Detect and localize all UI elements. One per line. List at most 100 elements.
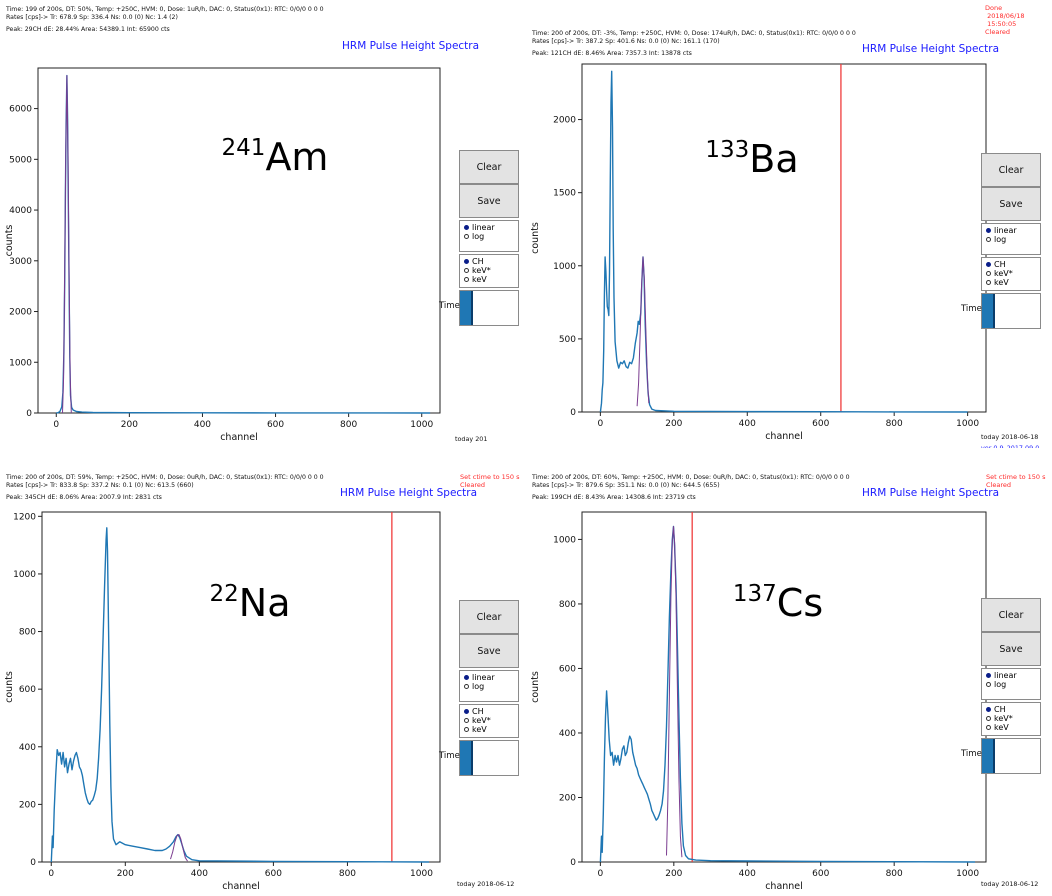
scale-option-linear[interactable]: linear (464, 673, 518, 682)
scale-option-linear[interactable]: linear (986, 671, 1040, 680)
option-label: linear (472, 673, 495, 682)
scale-option-log[interactable]: log (986, 235, 1040, 244)
radio-selected-icon (986, 262, 991, 267)
scale-radio-group: linear log (459, 220, 519, 252)
option-label: log (472, 232, 485, 241)
status-header: Time: 200 of 200s, DT: -3%, Temp: +250C,… (532, 30, 856, 46)
y-tick-label: 800 (19, 628, 36, 638)
x-tick-label: 0 (48, 869, 54, 879)
scale-option-linear[interactable]: linear (986, 226, 1040, 235)
plot-frame (581, 63, 987, 413)
save-button[interactable]: Save (981, 187, 1041, 221)
y-tick-label: 2000 (553, 116, 576, 126)
unit-option-kev[interactable]: keV (986, 723, 1040, 732)
option-label: keV (994, 278, 1009, 287)
y-tick-label: 600 (559, 664, 576, 674)
unit-option-ch[interactable]: CH (464, 257, 518, 266)
x-tick-label: 0 (597, 419, 603, 429)
time-label: Time (961, 749, 982, 759)
isotope-symbol: Na (239, 581, 291, 625)
unit-radio-group: CH keV* keV (459, 704, 519, 738)
time-slider[interactable] (981, 738, 1041, 774)
time-progress-bar (982, 294, 995, 328)
unit-option-kev[interactable]: keV (986, 278, 1040, 287)
save-button[interactable]: Save (981, 632, 1041, 666)
radio-empty-icon (986, 725, 991, 730)
unit-option-ch[interactable]: CH (464, 707, 518, 716)
y-axis-label: counts (530, 671, 541, 703)
scale-option-log[interactable]: log (464, 232, 518, 241)
x-tick-label: 400 (739, 869, 756, 879)
today-date: today 2018-06-12 (981, 880, 1039, 888)
y-axis-label: counts (530, 222, 541, 254)
unit-option-kev-star[interactable]: keV* (986, 269, 1040, 278)
scale-option-log[interactable]: log (986, 680, 1040, 689)
x-tick-label: 1000 (956, 869, 979, 879)
spectrum-chart: 0 200 400 600 800 1000 0 200 400 600 800 1000 channe… (530, 511, 987, 892)
option-label: CH (994, 705, 1006, 714)
radio-empty-icon (464, 277, 469, 282)
scale-option-linear[interactable]: linear (464, 223, 518, 232)
x-tick-label: 600 (265, 869, 282, 879)
unit-option-kev-star[interactable]: keV* (986, 714, 1040, 723)
unit-radio-group: CH keV* keV (981, 702, 1041, 736)
peak-fit-line (666, 526, 683, 858)
option-label: log (994, 235, 1007, 244)
clear-button[interactable]: Clear (981, 598, 1041, 632)
isotope-mass-number: 133 (705, 137, 749, 163)
clear-button[interactable]: Clear (459, 600, 519, 634)
unit-option-kev[interactable]: keV (464, 275, 518, 284)
plot-frame (581, 511, 987, 863)
time-slider[interactable] (459, 290, 519, 326)
y-tick-label: 1000 (553, 535, 576, 545)
spectrum-line (599, 525, 976, 863)
option-label: CH (472, 707, 484, 716)
radio-empty-icon (464, 684, 469, 689)
isotope-symbol: Am (265, 135, 328, 179)
save-button[interactable]: Save (459, 634, 519, 668)
time-slider[interactable] (981, 293, 1041, 329)
unit-option-kev-star[interactable]: keV* (464, 716, 518, 725)
graph-title: HRM Pulse Height Spectra (862, 487, 1000, 499)
isotope-symbol: Cs (777, 581, 823, 625)
unit-option-kev[interactable]: keV (464, 725, 518, 734)
y-tick-label: 500 (559, 335, 576, 345)
x-tick-label: 1000 (410, 420, 433, 430)
radio-selected-icon (464, 225, 469, 230)
option-label: CH (472, 257, 484, 266)
unit-option-ch[interactable]: CH (986, 705, 1040, 714)
spectrum-line (50, 527, 429, 863)
y-tick-label: 1000 (13, 570, 36, 580)
radio-selected-icon (986, 707, 991, 712)
unit-option-kev-star[interactable]: keV* (464, 266, 518, 275)
spectrum-panel-am241: 0 200 400 600 800 1000 0 1000 2000 3000 4000 5000 60… (0, 0, 526, 448)
x-axis-label: channel (222, 881, 260, 892)
option-label: keV* (472, 716, 491, 725)
spectrum-chart: 0 200 400 600 800 1000 0 1000 2000 3000 4000 5000 60… (4, 67, 441, 443)
scale-option-log[interactable]: log (464, 682, 518, 691)
clear-button[interactable]: Clear (459, 150, 519, 184)
isotope-mass-number: 241 (222, 135, 266, 161)
x-tick-label: 800 (339, 869, 356, 879)
radio-selected-icon (986, 673, 991, 678)
header-line1: Time: 200 of 200s, DT: 59%, Temp: +250C,… (6, 474, 324, 481)
header-line2: Rates [cps]-> Tr: 387.2 Sp: 401.6 Ns: 0.… (532, 38, 720, 46)
y-tick-label: 1000 (9, 358, 32, 368)
unit-radio-group: CH keV* keV (459, 254, 519, 288)
time-label: Time (439, 751, 460, 761)
radio-empty-icon (986, 271, 991, 276)
time-slider[interactable] (459, 740, 519, 776)
isotope-label: 137Cs (733, 581, 823, 625)
time-progress-bar (982, 739, 995, 773)
clear-button[interactable]: Clear (981, 153, 1041, 187)
radio-empty-icon (986, 280, 991, 285)
unit-option-ch[interactable]: CH (986, 260, 1040, 269)
option-label: linear (994, 671, 1017, 680)
save-button[interactable]: Save (459, 184, 519, 218)
y-tick-label: 2000 (9, 308, 32, 318)
option-label: keV (994, 723, 1009, 732)
radio-selected-icon (464, 259, 469, 264)
x-tick-label: 800 (886, 419, 903, 429)
peak-fit-line (62, 75, 72, 414)
x-tick-label: 400 (194, 420, 211, 430)
